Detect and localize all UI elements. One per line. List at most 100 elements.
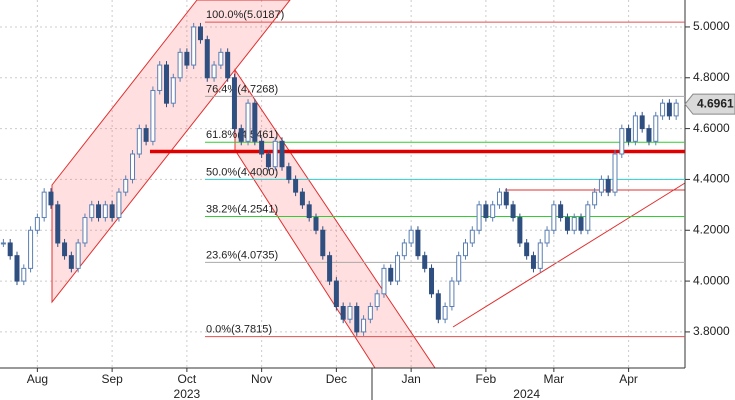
candle bbox=[62, 242, 68, 257]
x-tick-label: Aug bbox=[27, 372, 48, 386]
y-tick-label: 4.6000 bbox=[693, 121, 730, 135]
candle bbox=[415, 229, 421, 257]
candle bbox=[660, 102, 666, 117]
candle bbox=[211, 64, 217, 79]
candle bbox=[354, 305, 360, 333]
candle bbox=[306, 204, 312, 219]
candle bbox=[598, 178, 604, 193]
y-tick-label: 4.8000 bbox=[693, 70, 730, 84]
candle bbox=[646, 128, 652, 142]
candle bbox=[327, 255, 333, 282]
candle bbox=[96, 204, 102, 219]
candle bbox=[184, 51, 190, 66]
candle bbox=[245, 102, 251, 142]
candle bbox=[510, 204, 516, 219]
candle bbox=[476, 204, 482, 231]
candle bbox=[299, 191, 305, 206]
candle bbox=[619, 128, 625, 155]
y-tick-label: 4.2000 bbox=[693, 222, 730, 236]
fib-label: 23.6%(4.0735) bbox=[206, 249, 278, 261]
candle bbox=[653, 115, 659, 142]
candle bbox=[442, 305, 448, 320]
candle bbox=[204, 39, 210, 79]
candle bbox=[136, 128, 142, 155]
candle bbox=[469, 229, 475, 244]
candle bbox=[28, 229, 34, 269]
x-tick-label: Sep bbox=[101, 372, 123, 386]
candle bbox=[259, 140, 265, 155]
candle bbox=[666, 102, 672, 117]
candle bbox=[503, 191, 509, 206]
candle bbox=[313, 217, 319, 231]
candle bbox=[401, 242, 407, 257]
candle bbox=[163, 64, 169, 104]
x-tick-label: Dec bbox=[326, 372, 347, 386]
candle bbox=[463, 242, 469, 257]
candle bbox=[605, 178, 611, 193]
candle bbox=[435, 293, 441, 320]
candle bbox=[272, 140, 278, 168]
candle bbox=[34, 217, 40, 231]
y-tick-label: 5.0000 bbox=[693, 19, 730, 33]
candle bbox=[109, 204, 115, 219]
candle bbox=[14, 255, 20, 282]
candle bbox=[21, 267, 27, 282]
candle bbox=[388, 267, 394, 282]
candle bbox=[381, 267, 387, 295]
candle bbox=[578, 217, 584, 231]
candle bbox=[564, 217, 570, 231]
candle bbox=[143, 128, 149, 142]
x-tick-label: Nov bbox=[251, 372, 272, 386]
candle bbox=[585, 204, 591, 231]
candle bbox=[218, 51, 224, 66]
candle bbox=[333, 280, 339, 307]
candle bbox=[551, 204, 557, 231]
candle bbox=[293, 178, 299, 193]
year-label: 2024 bbox=[513, 387, 540, 400]
candle bbox=[238, 128, 244, 142]
support-line bbox=[452, 182, 686, 328]
candle bbox=[89, 204, 95, 219]
candle bbox=[231, 77, 237, 130]
candle bbox=[130, 153, 136, 180]
fib-label: 50.0%(4.4000) bbox=[206, 166, 278, 178]
candle bbox=[286, 166, 292, 180]
candle bbox=[320, 229, 326, 257]
candle bbox=[429, 267, 435, 295]
y-tick-label: 4.4000 bbox=[693, 172, 730, 186]
candle bbox=[612, 153, 618, 193]
candle bbox=[558, 204, 564, 219]
candle bbox=[0, 242, 6, 245]
candle bbox=[102, 204, 108, 219]
x-tick-label: Mar bbox=[544, 372, 565, 386]
last-price-box bbox=[684, 93, 735, 115]
candle bbox=[123, 178, 129, 193]
fib-label: 0.0%(3.7815) bbox=[206, 324, 272, 336]
x-tick-label: Jan bbox=[401, 372, 420, 386]
candle bbox=[490, 204, 496, 219]
fib-label: 100.0%(5.0187) bbox=[206, 9, 284, 21]
candle bbox=[673, 102, 679, 117]
candle bbox=[544, 229, 550, 244]
candle bbox=[340, 305, 346, 320]
candle bbox=[225, 51, 231, 79]
candle bbox=[367, 305, 373, 320]
candle bbox=[191, 26, 197, 66]
candle bbox=[116, 191, 122, 219]
candle bbox=[265, 153, 271, 168]
candle bbox=[252, 102, 258, 142]
candle bbox=[75, 242, 81, 269]
candle bbox=[177, 51, 183, 79]
candle bbox=[496, 191, 502, 206]
candle bbox=[571, 217, 577, 231]
candle bbox=[530, 255, 536, 269]
y-tick-label: 4.0000 bbox=[693, 273, 730, 287]
candle bbox=[361, 318, 367, 333]
candle bbox=[395, 255, 401, 282]
candle bbox=[48, 191, 54, 206]
candle bbox=[197, 26, 203, 41]
candle bbox=[68, 255, 74, 269]
fib-label: 38.2%(4.2541) bbox=[206, 203, 278, 215]
